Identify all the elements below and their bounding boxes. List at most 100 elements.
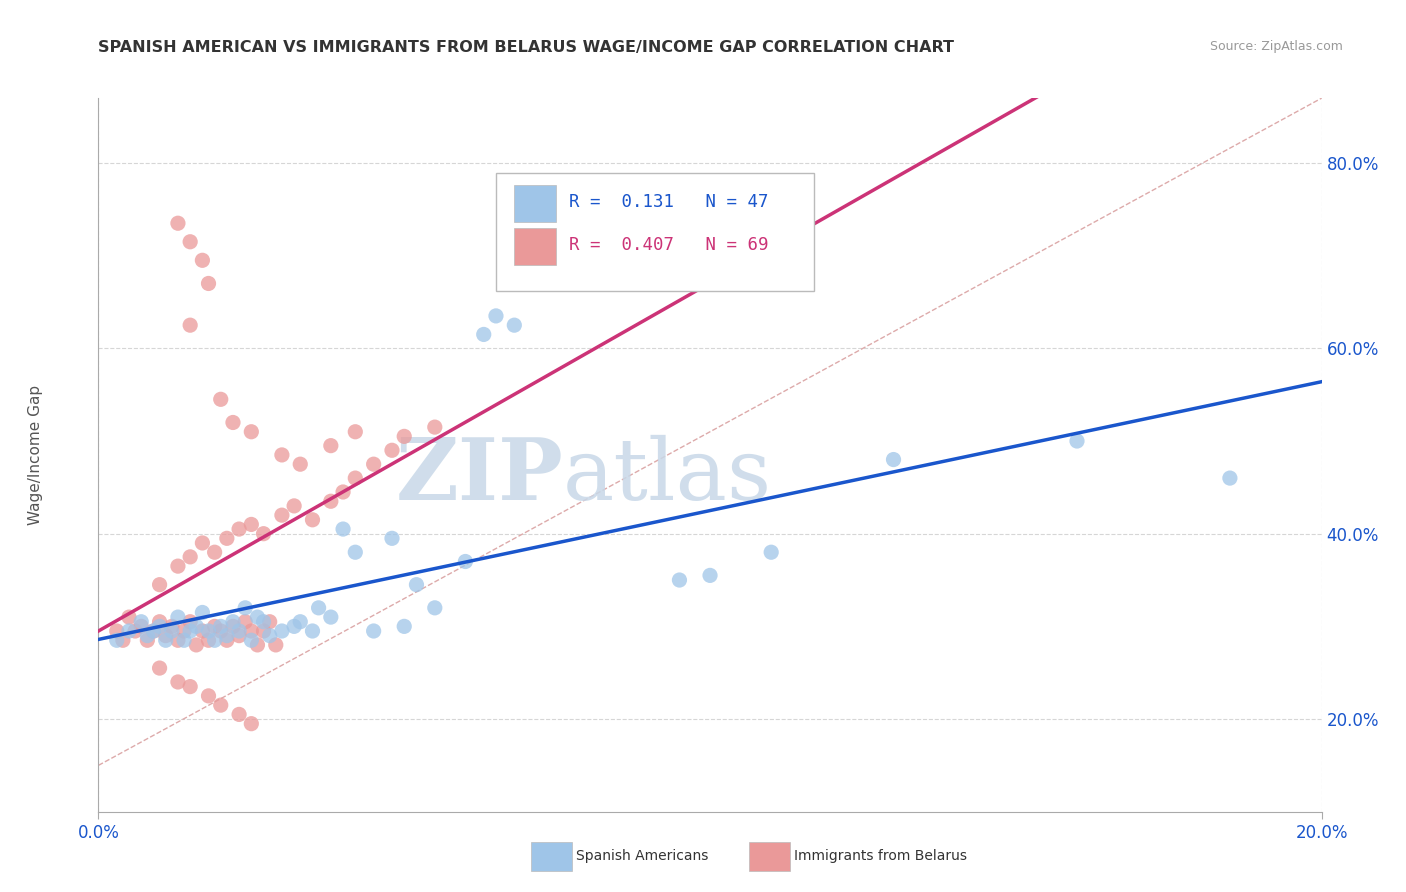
Point — [111, 633, 134, 648]
Point — [204, 545, 226, 559]
Point — [142, 624, 165, 638]
Point — [319, 439, 342, 453]
Point — [319, 610, 342, 624]
FancyBboxPatch shape — [515, 228, 555, 265]
Point — [204, 633, 226, 648]
Point — [191, 606, 214, 620]
Point — [149, 577, 172, 591]
Point — [222, 416, 245, 430]
Point — [246, 638, 269, 652]
Point — [167, 559, 190, 574]
Point — [129, 619, 152, 633]
Point — [167, 633, 190, 648]
Point — [173, 633, 195, 648]
Point — [381, 532, 404, 546]
Point — [215, 532, 238, 546]
Point — [215, 629, 238, 643]
Point — [240, 517, 263, 532]
Point — [290, 457, 312, 471]
Point — [186, 619, 208, 633]
Point — [252, 624, 274, 638]
Point — [155, 629, 177, 643]
Point — [215, 633, 238, 648]
Point — [228, 629, 250, 643]
Point — [344, 545, 367, 559]
Point — [252, 526, 274, 541]
Point — [301, 513, 323, 527]
Point — [179, 235, 201, 249]
Point — [423, 420, 446, 434]
FancyBboxPatch shape — [515, 186, 555, 222]
Point — [155, 633, 177, 648]
Point — [259, 629, 281, 643]
Point — [186, 638, 208, 652]
Text: Spanish Americans: Spanish Americans — [576, 849, 709, 863]
Point — [344, 471, 367, 485]
Point — [392, 619, 416, 633]
Point — [699, 568, 721, 582]
Point — [259, 615, 281, 629]
Point — [124, 624, 146, 638]
Point — [1066, 434, 1088, 448]
Point — [197, 633, 219, 648]
Text: Source: ZipAtlas.com: Source: ZipAtlas.com — [1209, 40, 1343, 54]
Point — [179, 615, 201, 629]
Point — [142, 624, 165, 638]
Point — [222, 619, 245, 633]
Point — [308, 600, 330, 615]
Point — [105, 633, 128, 648]
FancyBboxPatch shape — [496, 173, 814, 291]
Point — [319, 494, 342, 508]
Text: Wage/Income Gap: Wage/Income Gap — [28, 384, 42, 525]
Point — [222, 615, 245, 629]
Point — [167, 216, 190, 230]
Point — [149, 619, 172, 633]
Point — [883, 452, 905, 467]
Point — [197, 277, 219, 291]
Point — [405, 577, 427, 591]
Text: Immigrants from Belarus: Immigrants from Belarus — [794, 849, 967, 863]
Text: R =  0.131   N = 47: R = 0.131 N = 47 — [569, 194, 769, 211]
Point — [233, 615, 256, 629]
Point — [197, 624, 219, 638]
Text: R =  0.407   N = 69: R = 0.407 N = 69 — [569, 236, 769, 254]
Point — [240, 716, 263, 731]
Point — [160, 619, 183, 633]
Point — [290, 615, 312, 629]
Point — [167, 675, 190, 690]
Point — [301, 624, 323, 638]
Point — [246, 610, 269, 624]
Point — [209, 624, 232, 638]
Text: ZIP: ZIP — [395, 434, 564, 518]
Point — [209, 619, 232, 633]
Text: SPANISH AMERICAN VS IMMIGRANTS FROM BELARUS WAGE/INCOME GAP CORRELATION CHART: SPANISH AMERICAN VS IMMIGRANTS FROM BELA… — [98, 40, 955, 55]
Point — [136, 629, 159, 643]
Point — [240, 633, 263, 648]
Point — [149, 615, 172, 629]
Point — [179, 680, 201, 694]
Point — [118, 610, 141, 624]
Point — [179, 624, 201, 638]
Point — [240, 425, 263, 439]
Point — [149, 661, 172, 675]
Point — [485, 309, 508, 323]
Point — [228, 522, 250, 536]
Point — [423, 600, 446, 615]
Point — [668, 573, 690, 587]
Point — [392, 429, 416, 443]
Point — [228, 624, 250, 638]
Point — [204, 619, 226, 633]
Point — [454, 554, 477, 568]
Point — [160, 624, 183, 638]
Point — [381, 443, 404, 458]
Point — [191, 624, 214, 638]
Point — [363, 457, 385, 471]
Point — [233, 600, 256, 615]
Point — [136, 633, 159, 648]
Point — [228, 707, 250, 722]
Point — [118, 624, 141, 638]
Point — [363, 624, 385, 638]
Point — [173, 624, 195, 638]
Point — [209, 698, 232, 713]
Point — [264, 638, 287, 652]
